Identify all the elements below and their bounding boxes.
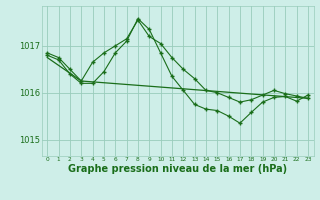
X-axis label: Graphe pression niveau de la mer (hPa): Graphe pression niveau de la mer (hPa)	[68, 164, 287, 174]
